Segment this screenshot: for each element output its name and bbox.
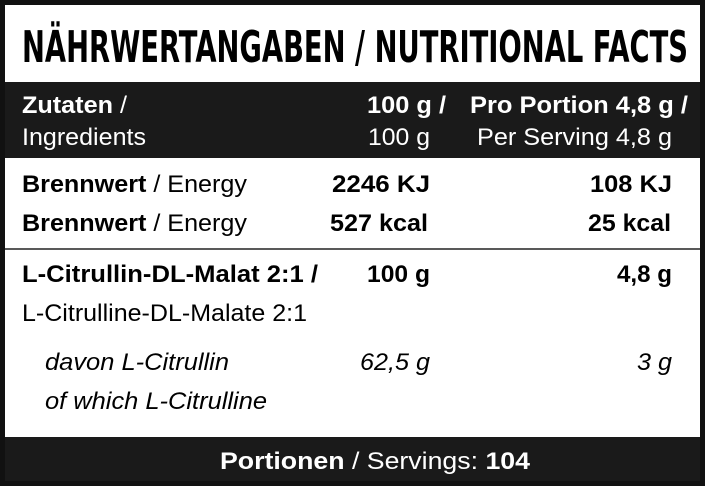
head-label-rest: / [120, 92, 127, 119]
row-label-rest: / Energy [153, 210, 247, 237]
row-label-line2: of which L-Citrulline [45, 388, 267, 415]
row-label-bold: Brennwert [22, 210, 146, 237]
row-per100: 2246 KJ [332, 171, 430, 198]
row-label: Brennwert / Energy [22, 171, 247, 198]
servings: Portionen / Servings: 104 [220, 448, 531, 475]
row-label-bold: Brennwert [22, 171, 146, 198]
servings-count: 104 [485, 448, 530, 475]
row-serving: 108 KJ [590, 171, 672, 198]
head-per100: 100 g / [367, 92, 446, 119]
row-label-line2: L-Citrulline-DL-Malate 2:1 [22, 300, 307, 327]
row-serving: 4,8 g [617, 261, 672, 288]
servings-rest: / Servings: [352, 448, 478, 475]
row-label: Brennwert / Energy [22, 210, 247, 237]
row-serving: 3 g [637, 349, 673, 376]
servings-bold: Portionen [220, 448, 345, 475]
title: NÄHRWERTANGABEN / NUTRITIONAL FACTS [22, 20, 688, 73]
row-per100: 62,5 g [360, 349, 431, 376]
row-label-rest: / Energy [153, 171, 247, 198]
row-label: davon L-Citrullin [45, 349, 229, 376]
head-label-line2: Ingredients [22, 124, 146, 151]
head-label-bold: Zutaten [22, 92, 113, 119]
head-per100-line2: 100 g [368, 124, 430, 151]
header-band [5, 82, 700, 158]
row-per100: 100 g [367, 261, 430, 288]
row-label: L-Citrullin-DL-Malat 2:1 / [22, 261, 318, 288]
row-per100: 527 kcal [330, 210, 428, 237]
head-label: Zutaten / [22, 92, 127, 119]
footer-band [5, 437, 700, 481]
row-serving: 25 kcal [588, 210, 671, 237]
head-serving: Pro Portion 4,8 g / [470, 92, 688, 119]
head-serving-line2: Per Serving 4,8 g [477, 124, 672, 151]
